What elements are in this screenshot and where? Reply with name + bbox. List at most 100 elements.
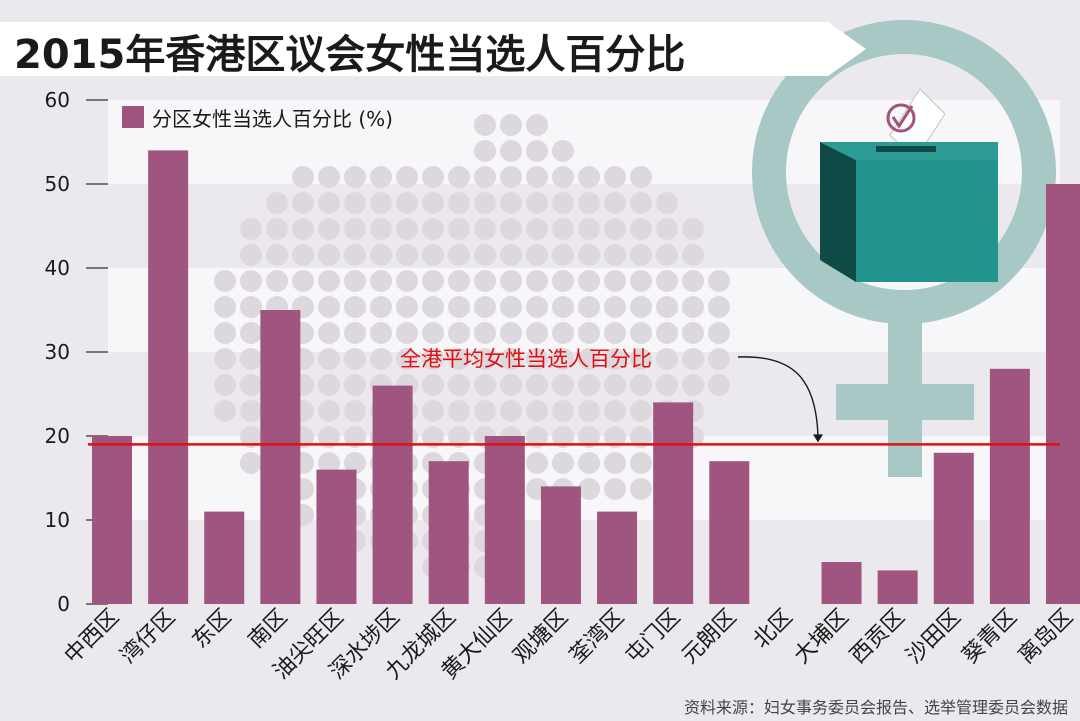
dot-decoration xyxy=(552,244,574,266)
dot-decoration xyxy=(656,322,678,344)
dot-decoration xyxy=(370,166,392,188)
dot-decoration xyxy=(630,426,652,448)
bar xyxy=(709,461,750,604)
dot-decoration xyxy=(240,374,262,396)
title-band xyxy=(0,22,866,76)
dot-decoration xyxy=(318,400,340,422)
dot-decoration xyxy=(552,270,574,292)
dot-decoration xyxy=(552,374,574,396)
dot-decoration xyxy=(474,244,496,266)
dot-decoration xyxy=(708,322,730,344)
x-tick-label: 沙田区 xyxy=(902,605,966,669)
dot-decoration xyxy=(526,374,548,396)
bar xyxy=(372,385,413,604)
dot-decoration xyxy=(682,270,704,292)
bar xyxy=(92,436,132,604)
dot-decoration xyxy=(526,400,548,422)
dot-decoration xyxy=(578,218,600,240)
x-tick-label: 湾仔区 xyxy=(116,605,180,669)
dot-decoration xyxy=(266,192,288,214)
bar xyxy=(821,562,862,604)
dot-decoration xyxy=(240,348,262,370)
dot-decoration xyxy=(526,192,548,214)
dot-decoration xyxy=(552,348,574,370)
dot-decoration xyxy=(526,322,548,344)
dot-decoration xyxy=(344,322,366,344)
dot-decoration xyxy=(240,244,262,266)
x-tick-label: 西贡区 xyxy=(846,605,910,669)
dot-decoration xyxy=(422,166,444,188)
dot-decoration xyxy=(344,400,366,422)
dot-decoration xyxy=(526,114,548,136)
dot-decoration xyxy=(552,426,574,448)
x-tick-label: 元朗区 xyxy=(677,605,741,669)
dot-decoration xyxy=(266,218,288,240)
dot-decoration xyxy=(370,218,392,240)
bar xyxy=(1046,184,1080,604)
dot-decoration xyxy=(578,322,600,344)
x-tick-label: 南区 xyxy=(244,605,293,654)
dot-decoration xyxy=(266,244,288,266)
dot-decoration xyxy=(578,192,600,214)
dot-decoration xyxy=(578,452,600,474)
dot-decoration xyxy=(422,270,444,292)
dot-decoration xyxy=(422,322,444,344)
dot-decoration xyxy=(604,296,626,318)
y-tick-label: 40 xyxy=(45,256,70,280)
dot-decoration xyxy=(604,374,626,396)
bar xyxy=(204,511,245,604)
x-tick-label: 荃湾区 xyxy=(565,605,629,669)
dot-decoration xyxy=(552,296,574,318)
x-tick-label: 葵青区 xyxy=(958,605,1022,669)
dot-decoration xyxy=(344,348,366,370)
dot-decoration xyxy=(344,426,366,448)
bar xyxy=(989,368,1030,604)
dot-decoration xyxy=(500,296,522,318)
dot-decoration xyxy=(318,296,340,318)
dot-decoration xyxy=(396,244,418,266)
dot-decoration xyxy=(578,400,600,422)
y-tick-label: 60 xyxy=(45,88,70,112)
dot-decoration xyxy=(526,348,548,370)
dot-decoration xyxy=(318,244,340,266)
bar xyxy=(597,511,638,604)
dot-decoration xyxy=(526,140,548,162)
dot-decoration xyxy=(630,452,652,474)
dot-decoration xyxy=(474,218,496,240)
dot-decoration xyxy=(604,348,626,370)
female-symbol-icon xyxy=(752,20,1056,477)
reference-line-group: 全港平均女性当选人百分比 xyxy=(88,347,1060,446)
dot-decoration xyxy=(448,192,470,214)
female-symbol-crossbar xyxy=(836,384,974,420)
dot-decoration xyxy=(240,400,262,422)
ballot-box-icon xyxy=(820,88,998,282)
legend: 分区女性当选人百分比 (%) xyxy=(122,106,393,131)
dot-decoration xyxy=(526,426,548,448)
dot-decoration xyxy=(604,426,626,448)
dot-decoration xyxy=(682,218,704,240)
dot-decoration xyxy=(292,166,314,188)
chart-title: 2015年香港区议会女性当选人百分比 xyxy=(14,32,685,78)
dot-decoration xyxy=(318,426,340,448)
dot-decoration xyxy=(344,166,366,188)
dot-decoration xyxy=(318,166,340,188)
dot-decoration xyxy=(292,244,314,266)
ballot-box-slot xyxy=(876,146,936,152)
reference-arrow xyxy=(737,356,819,437)
dot-decoration xyxy=(604,244,626,266)
dot-decoration xyxy=(448,322,470,344)
dot-decoration xyxy=(370,270,392,292)
dot-decoration xyxy=(448,400,470,422)
dot-decoration xyxy=(630,374,652,396)
y-axis: 0 10 20 30 40 50 60 xyxy=(45,88,108,616)
dot-decoration xyxy=(422,348,444,370)
y-tick-label: 10 xyxy=(45,508,70,532)
y-tick-label: 50 xyxy=(45,172,70,196)
dot-decoration xyxy=(396,348,418,370)
dot-decoration xyxy=(344,296,366,318)
dot-decoration xyxy=(526,166,548,188)
dot-decoration xyxy=(500,348,522,370)
dot-decoration xyxy=(630,322,652,344)
bar xyxy=(877,570,918,604)
bar xyxy=(540,486,581,604)
